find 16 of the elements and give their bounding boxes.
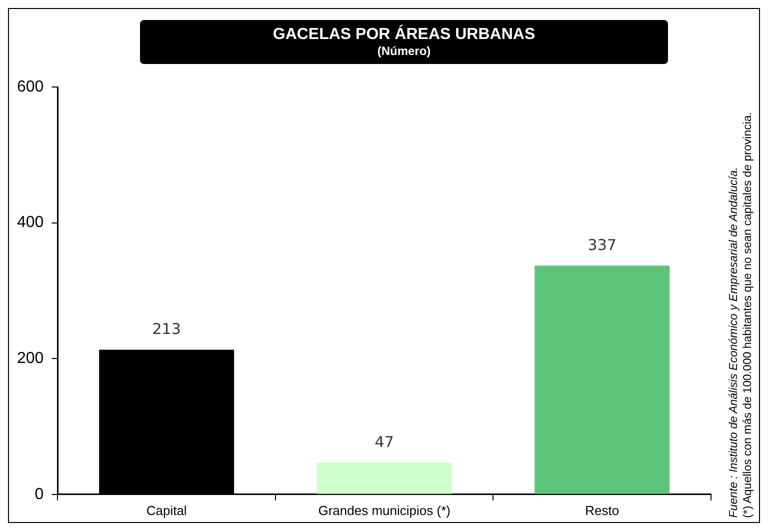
chart-subtitle: (Número) [376,44,432,58]
bar [316,462,452,494]
y-tick-label: 400 [16,214,44,232]
text: (*) Aquellos con más de 100.000 habitantes que no sean capitales de provincia. [741,112,755,518]
y-tick-label: 600 [16,78,44,96]
source-note: Fuente : Instituto de Análisis Económico y Empresarial de Andalucía. [727,167,741,518]
y-tick-label: 200 [16,350,44,368]
bar [534,266,670,494]
x-tick-label: Grandes municipios (*) [318,502,450,518]
data-label: 213 [152,320,181,338]
x-tick-label: Capital [146,502,187,518]
y-tick-label: 0 [34,486,44,503]
data-label: 337 [588,236,616,254]
chart-title: GACELAS POR ÁREAS URBANAS [272,26,536,44]
data-label: 47 [374,432,394,451]
x-tick-label: Resto [585,502,620,518]
